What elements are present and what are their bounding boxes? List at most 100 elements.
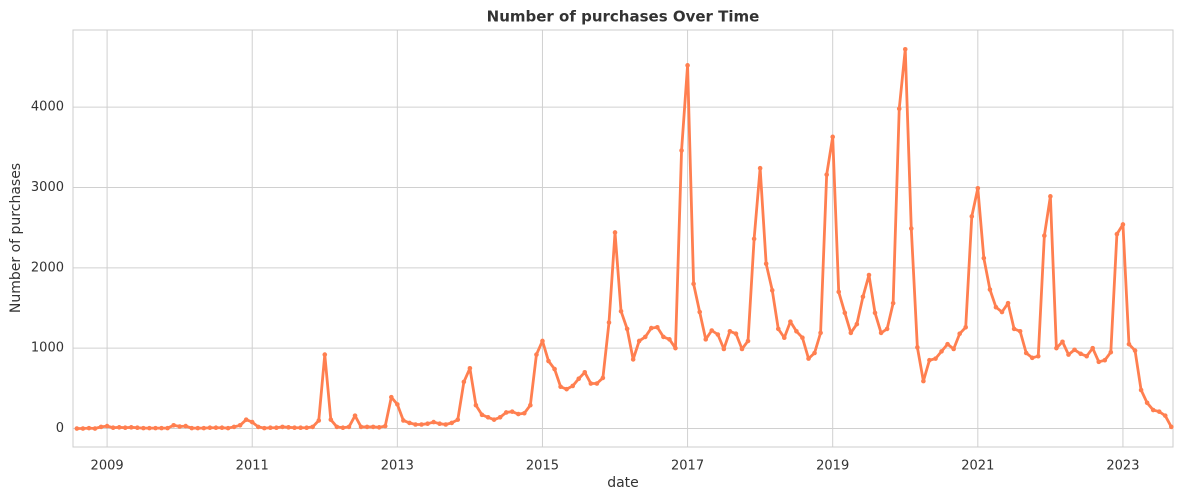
- point: [921, 378, 926, 384]
- point: [757, 165, 763, 171]
- point: [884, 326, 890, 332]
- point: [655, 324, 660, 330]
- point: [552, 366, 557, 372]
- point: [122, 425, 128, 431]
- point: [304, 425, 309, 431]
- point: [1017, 329, 1023, 334]
- point: [346, 424, 352, 430]
- point: [165, 425, 170, 431]
- point: [836, 289, 842, 295]
- point: [661, 334, 666, 340]
- point: [528, 402, 533, 408]
- point: [1023, 350, 1029, 356]
- point: [437, 421, 442, 426]
- point: [890, 300, 896, 306]
- point: [413, 422, 418, 427]
- point: [401, 418, 406, 423]
- point: [739, 346, 745, 352]
- point: [262, 425, 267, 431]
- point: [769, 288, 775, 293]
- point: [1138, 387, 1144, 393]
- point: [515, 411, 521, 417]
- point: [534, 352, 539, 357]
- point: [364, 424, 370, 430]
- point: [963, 324, 968, 330]
- point: [382, 423, 388, 429]
- point: [1048, 194, 1053, 199]
- point: [310, 424, 315, 430]
- point: [818, 330, 823, 336]
- point: [951, 346, 956, 352]
- point: [231, 424, 237, 430]
- point: [691, 281, 696, 287]
- point: [153, 425, 158, 431]
- y-axis-label: Number of purchases: [8, 163, 24, 313]
- point: [878, 330, 884, 336]
- point: [854, 321, 860, 327]
- point: [104, 423, 110, 429]
- point: [86, 425, 92, 431]
- line: [76, 47, 1173, 430]
- point: [697, 309, 702, 315]
- point: [1102, 357, 1108, 363]
- point: [183, 423, 188, 429]
- point: [606, 320, 612, 325]
- point: [558, 384, 563, 390]
- point: [328, 417, 334, 422]
- point: [624, 326, 630, 332]
- x-tick-label: 2023: [1106, 459, 1139, 474]
- point: [1035, 353, 1041, 359]
- point: [860, 294, 866, 300]
- x-axis-label: date: [607, 475, 639, 491]
- point: [1011, 326, 1017, 332]
- point: [915, 345, 920, 350]
- point: [177, 424, 182, 429]
- point: [781, 335, 787, 341]
- point: [594, 381, 600, 386]
- point: [292, 425, 297, 431]
- point: [1072, 347, 1077, 353]
- point: [981, 255, 987, 261]
- point: [866, 272, 872, 278]
- x-tick-label: 2009: [91, 459, 124, 474]
- point: [280, 424, 285, 430]
- point: [455, 417, 461, 422]
- point: [340, 425, 346, 431]
- point: [1108, 349, 1114, 355]
- point: [721, 346, 727, 352]
- plot-frame: [72, 29, 1174, 448]
- point: [1096, 359, 1102, 365]
- point: [1005, 300, 1011, 306]
- point: [147, 425, 152, 431]
- point: [189, 425, 195, 431]
- point: [249, 419, 255, 425]
- point: [1150, 407, 1156, 413]
- point: [1066, 352, 1071, 357]
- point: [207, 425, 213, 431]
- point: [618, 308, 624, 314]
- point: [939, 349, 944, 354]
- point: [830, 134, 835, 140]
- point: [503, 410, 509, 415]
- point: [1029, 355, 1035, 361]
- x-tick-label: 2015: [526, 459, 559, 474]
- point: [957, 331, 962, 337]
- point: [648, 325, 654, 331]
- point: [908, 226, 914, 231]
- point: [316, 418, 322, 423]
- point: [733, 331, 739, 337]
- point: [128, 425, 134, 430]
- point: [1126, 341, 1132, 347]
- point: [685, 63, 690, 68]
- point: [286, 425, 291, 430]
- point: [775, 326, 781, 332]
- x-tick-label: 2021: [961, 459, 994, 474]
- point: [570, 383, 576, 389]
- point: [642, 334, 648, 340]
- point: [522, 410, 527, 416]
- point: [564, 386, 569, 392]
- point: [92, 426, 98, 431]
- point: [1060, 339, 1065, 345]
- point: [1042, 233, 1047, 238]
- point: [1090, 345, 1095, 351]
